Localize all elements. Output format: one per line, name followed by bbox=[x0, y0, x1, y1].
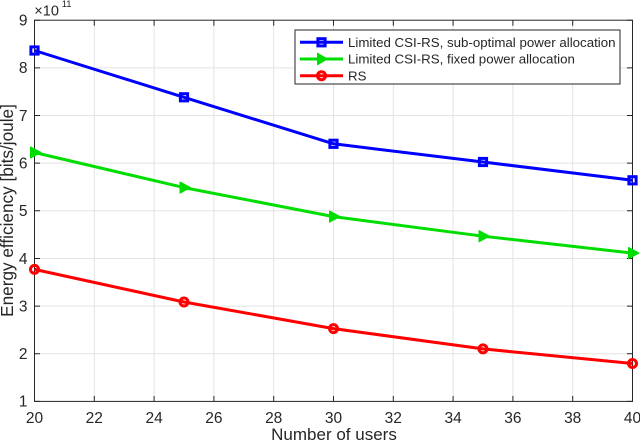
svg-text:4: 4 bbox=[19, 251, 28, 268]
svg-text:36: 36 bbox=[504, 410, 521, 427]
svg-text:Energy efficiency [bits/joule]: Energy efficiency [bits/joule] bbox=[0, 104, 17, 317]
svg-text:3: 3 bbox=[19, 298, 28, 315]
svg-text:7: 7 bbox=[19, 108, 28, 125]
svg-text:26: 26 bbox=[205, 410, 222, 427]
svg-text:2: 2 bbox=[19, 346, 28, 363]
svg-text:20: 20 bbox=[26, 410, 44, 427]
svg-text:30: 30 bbox=[325, 410, 343, 427]
svg-text:24: 24 bbox=[145, 410, 163, 427]
svg-text:9: 9 bbox=[19, 13, 28, 30]
svg-text:40: 40 bbox=[624, 410, 640, 427]
svg-text:6: 6 bbox=[19, 155, 28, 172]
svg-text:22: 22 bbox=[86, 410, 103, 427]
svg-text:28: 28 bbox=[265, 410, 282, 427]
svg-text:8: 8 bbox=[19, 60, 28, 77]
svg-text:32: 32 bbox=[385, 410, 402, 427]
svg-text:Limited CSI-RS, sub-optimal po: Limited CSI-RS, sub-optimal power alloca… bbox=[348, 35, 616, 50]
svg-text:RS: RS bbox=[348, 68, 367, 83]
svg-text:5: 5 bbox=[19, 203, 28, 220]
svg-text:1: 1 bbox=[19, 394, 28, 411]
svg-text:34: 34 bbox=[444, 410, 462, 427]
svg-text:38: 38 bbox=[564, 410, 581, 427]
svg-text:Number of users: Number of users bbox=[271, 425, 397, 444]
svg-text:Limited CSI-RS, fixed power al: Limited CSI-RS, fixed power allocation bbox=[348, 52, 575, 67]
